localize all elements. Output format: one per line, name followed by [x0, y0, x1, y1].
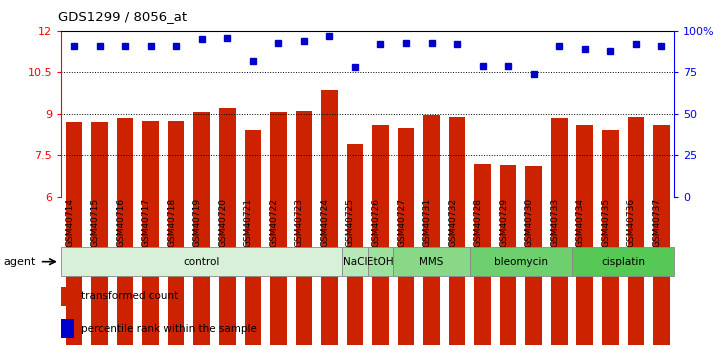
- Bar: [372, 125, 389, 345]
- Bar: [117, 118, 133, 345]
- Text: GSM40732: GSM40732: [448, 198, 457, 247]
- Bar: [142, 121, 159, 345]
- Bar: [61, 319, 74, 338]
- Bar: [572, 247, 674, 276]
- Bar: [470, 247, 572, 276]
- Bar: [393, 247, 470, 276]
- Bar: [423, 115, 440, 345]
- Text: EtOH: EtOH: [367, 257, 394, 267]
- Bar: [368, 247, 393, 276]
- Text: GSM40722: GSM40722: [270, 198, 278, 247]
- Text: GSM40728: GSM40728: [474, 198, 482, 247]
- Text: GSM40725: GSM40725: [346, 198, 355, 247]
- Bar: [193, 112, 210, 345]
- Text: GSM40735: GSM40735: [601, 198, 610, 247]
- Bar: [66, 122, 82, 345]
- Bar: [342, 247, 368, 276]
- Text: GSM40717: GSM40717: [141, 198, 151, 247]
- Bar: [219, 108, 236, 345]
- Text: GSM40731: GSM40731: [423, 198, 432, 247]
- Text: GSM40718: GSM40718: [167, 198, 176, 247]
- Text: GSM40714: GSM40714: [65, 198, 74, 247]
- Text: GSM40720: GSM40720: [218, 198, 227, 247]
- Bar: [653, 125, 670, 345]
- Bar: [61, 247, 342, 276]
- Bar: [398, 128, 415, 345]
- Bar: [270, 112, 287, 345]
- Text: GSM40727: GSM40727: [397, 198, 406, 247]
- Bar: [577, 125, 593, 345]
- Text: GSM40733: GSM40733: [550, 198, 559, 247]
- Text: GSM40721: GSM40721: [244, 198, 253, 247]
- Text: GSM40723: GSM40723: [295, 198, 304, 247]
- Text: GSM40734: GSM40734: [576, 198, 585, 247]
- Text: GSM40730: GSM40730: [525, 198, 534, 247]
- Bar: [92, 122, 108, 345]
- Text: percentile rank within the sample: percentile rank within the sample: [81, 324, 257, 334]
- Bar: [500, 165, 516, 345]
- Text: NaCl: NaCl: [342, 257, 367, 267]
- Bar: [168, 121, 185, 345]
- Text: GSM40737: GSM40737: [653, 198, 661, 247]
- Bar: [448, 117, 465, 345]
- Text: GSM40716: GSM40716: [116, 198, 125, 247]
- Bar: [296, 111, 312, 345]
- Bar: [347, 144, 363, 345]
- Bar: [602, 130, 619, 345]
- Text: GSM40719: GSM40719: [193, 198, 202, 247]
- Bar: [244, 130, 261, 345]
- Text: GSM40729: GSM40729: [499, 198, 508, 247]
- Bar: [61, 287, 74, 306]
- Bar: [474, 164, 491, 345]
- Text: GSM40715: GSM40715: [91, 198, 99, 247]
- Text: GSM40724: GSM40724: [320, 198, 329, 247]
- Bar: [526, 166, 542, 345]
- Text: bleomycin: bleomycin: [494, 257, 548, 267]
- Bar: [627, 117, 644, 345]
- Text: control: control: [184, 257, 220, 267]
- Text: MMS: MMS: [420, 257, 443, 267]
- Text: cisplatin: cisplatin: [601, 257, 645, 267]
- Text: GSM40726: GSM40726: [371, 198, 381, 247]
- Text: agent: agent: [4, 257, 36, 267]
- Bar: [321, 90, 337, 345]
- Text: GDS1299 / 8056_at: GDS1299 / 8056_at: [58, 10, 187, 23]
- Bar: [551, 118, 567, 345]
- Text: GSM40736: GSM40736: [627, 198, 636, 247]
- Text: transformed count: transformed count: [81, 292, 178, 302]
